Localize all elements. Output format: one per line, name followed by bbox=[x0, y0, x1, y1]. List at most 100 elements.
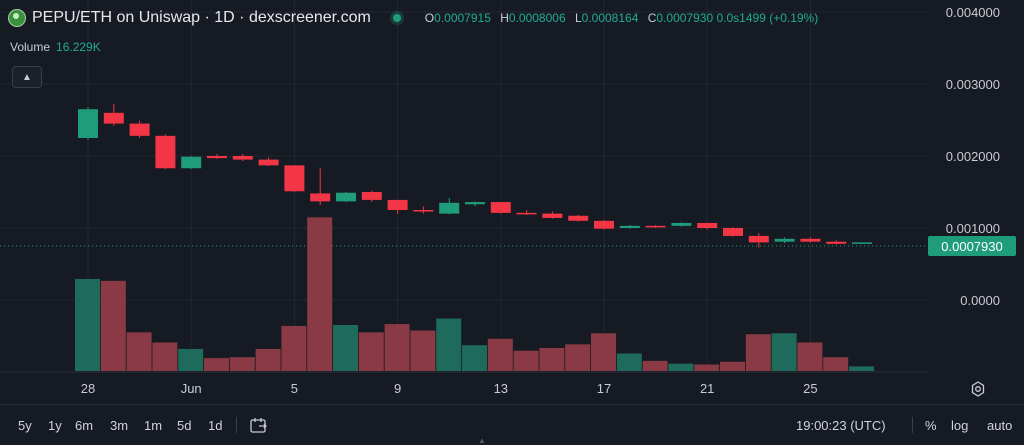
time-tick-label: 28 bbox=[81, 381, 95, 396]
volume-bar bbox=[255, 348, 281, 371]
volume-bar bbox=[75, 279, 100, 371]
volume-bar bbox=[745, 334, 771, 371]
volume-bar bbox=[100, 280, 126, 371]
candle-body bbox=[645, 225, 666, 228]
volume-bar bbox=[823, 357, 849, 371]
candle-body bbox=[516, 212, 537, 215]
high-value: 0.0008006 bbox=[508, 11, 566, 25]
time-tick-label: 21 bbox=[700, 381, 714, 396]
candle-body bbox=[671, 222, 692, 226]
bottom-toolbar: 5y 1y 6m 3m 1m 5d 1d 19:00:23 (UTC) % lo… bbox=[0, 404, 1024, 444]
candle-body bbox=[181, 156, 202, 169]
volume-bar bbox=[668, 363, 694, 371]
volume-bar bbox=[462, 345, 487, 371]
timeframe-1d-button[interactable]: 1d bbox=[208, 418, 223, 433]
candle-body bbox=[568, 215, 589, 221]
volume-bar bbox=[797, 342, 823, 371]
volume-legend: Volume 16.229K bbox=[10, 40, 101, 54]
candle-body bbox=[232, 156, 253, 160]
volume-bar bbox=[565, 344, 591, 371]
volume-bar bbox=[720, 361, 745, 371]
resize-handle-icon[interactable]: ▲ bbox=[478, 436, 486, 445]
log-scale-toggle[interactable]: log bbox=[951, 418, 969, 433]
time-tick-label: 25 bbox=[803, 381, 817, 396]
timeframe-1m-button[interactable]: 1m bbox=[144, 418, 163, 433]
price-tick-label: 0.004000 bbox=[946, 5, 1000, 20]
volume-bar bbox=[410, 330, 436, 371]
chart-header: PEPU/ETH on Uniswap · 1D · dexscreener.c… bbox=[8, 8, 818, 28]
candle-body bbox=[439, 202, 460, 214]
timeframe-1y-button[interactable]: 1y bbox=[48, 418, 62, 433]
candle-body bbox=[490, 202, 511, 213]
timeframe-6m-button[interactable]: 6m bbox=[75, 418, 94, 433]
pair-title: PEPU/ETH on Uniswap · 1D · dexscreener.c… bbox=[32, 9, 371, 26]
price-tick-label: 0.001000 bbox=[946, 221, 1000, 236]
volume-bar bbox=[616, 353, 642, 371]
ohlc-readout: O0.0007915 H0.0008006 L0.0008164 C0.0007… bbox=[419, 11, 818, 25]
price-axis[interactable]: 0.004000 0.003000 0.002000 0.001000 0.0000 bbox=[946, 5, 1000, 308]
collapse-legend-button[interactable]: ▲ bbox=[12, 66, 42, 88]
volume-bar bbox=[436, 318, 462, 371]
close-key: C bbox=[647, 11, 657, 25]
volume-bar bbox=[849, 366, 874, 371]
candle-body bbox=[465, 202, 485, 205]
volume-bars bbox=[75, 217, 874, 371]
volume-bar bbox=[384, 324, 410, 371]
volume-label: Volume bbox=[10, 40, 51, 54]
toolbar-divider bbox=[912, 417, 913, 433]
candle-body bbox=[619, 225, 640, 228]
candle-body bbox=[748, 235, 769, 243]
candle-body bbox=[129, 123, 150, 136]
close-value: 0.0007930 bbox=[656, 11, 714, 25]
market-status-icon bbox=[392, 14, 401, 22]
candle-body bbox=[697, 222, 718, 228]
toolbar-divider bbox=[236, 417, 237, 433]
utc-clock[interactable]: 19:00:23 (UTC) bbox=[796, 418, 886, 433]
time-tick-label: Jun bbox=[181, 381, 202, 396]
time-axis[interactable]: 28 Jun 5 9 13 17 21 25 bbox=[81, 381, 818, 396]
timeframe-3m-button[interactable]: 3m bbox=[110, 418, 129, 433]
time-tick-label: 5 bbox=[291, 381, 298, 396]
volume-bar bbox=[178, 348, 204, 371]
candle-body bbox=[542, 213, 563, 218]
candle-body bbox=[103, 112, 124, 124]
candles bbox=[78, 104, 872, 248]
volume-bar bbox=[281, 325, 307, 371]
candle-body bbox=[774, 238, 795, 242]
current-price-label: 0.0007930 bbox=[928, 236, 1016, 256]
candle-body bbox=[387, 199, 408, 210]
settings-gear-icon[interactable] bbox=[970, 381, 986, 397]
calendar-goto-icon[interactable] bbox=[250, 417, 268, 433]
candle-body bbox=[826, 241, 847, 244]
low-value: 0.0008164 bbox=[581, 11, 639, 25]
candle-body bbox=[413, 210, 434, 212]
volume-bar bbox=[771, 333, 797, 371]
volume-bar bbox=[694, 364, 720, 371]
volume-bar bbox=[333, 325, 358, 371]
volume-bar bbox=[204, 358, 229, 371]
volume-value: 16.229K bbox=[56, 40, 101, 54]
timeframe-5d-button[interactable]: 5d bbox=[177, 418, 192, 433]
price-tick-label: 0.0000 bbox=[960, 293, 1000, 308]
token-logo-icon bbox=[8, 9, 26, 27]
timeframe-5y-button[interactable]: 5y bbox=[18, 418, 32, 433]
open-key: O bbox=[424, 11, 435, 25]
candle-body bbox=[594, 220, 614, 229]
candle-body bbox=[258, 159, 279, 166]
auto-scale-toggle[interactable]: auto bbox=[987, 418, 1013, 433]
price-tick-label: 0.002000 bbox=[946, 149, 1000, 164]
time-tick-label: 9 bbox=[394, 381, 401, 396]
change-value: 0.0s1499 (+0.19%) bbox=[716, 11, 819, 25]
volume-bar bbox=[642, 360, 668, 371]
percent-scale-toggle[interactable]: % bbox=[925, 418, 937, 433]
volume-bar bbox=[358, 332, 384, 371]
volume-bar bbox=[307, 217, 333, 371]
price-tick-label: 0.003000 bbox=[946, 77, 1000, 92]
open-value: 0.0007915 bbox=[434, 11, 491, 25]
low-key: L bbox=[574, 11, 582, 25]
chevron-up-icon: ▲ bbox=[22, 71, 32, 83]
price-chart[interactable]: 0.004000 0.003000 0.002000 0.001000 0.0000 2… bbox=[0, 0, 1024, 404]
volume-bar bbox=[539, 348, 565, 371]
candle-body bbox=[336, 192, 356, 202]
candle-body bbox=[852, 242, 872, 244]
